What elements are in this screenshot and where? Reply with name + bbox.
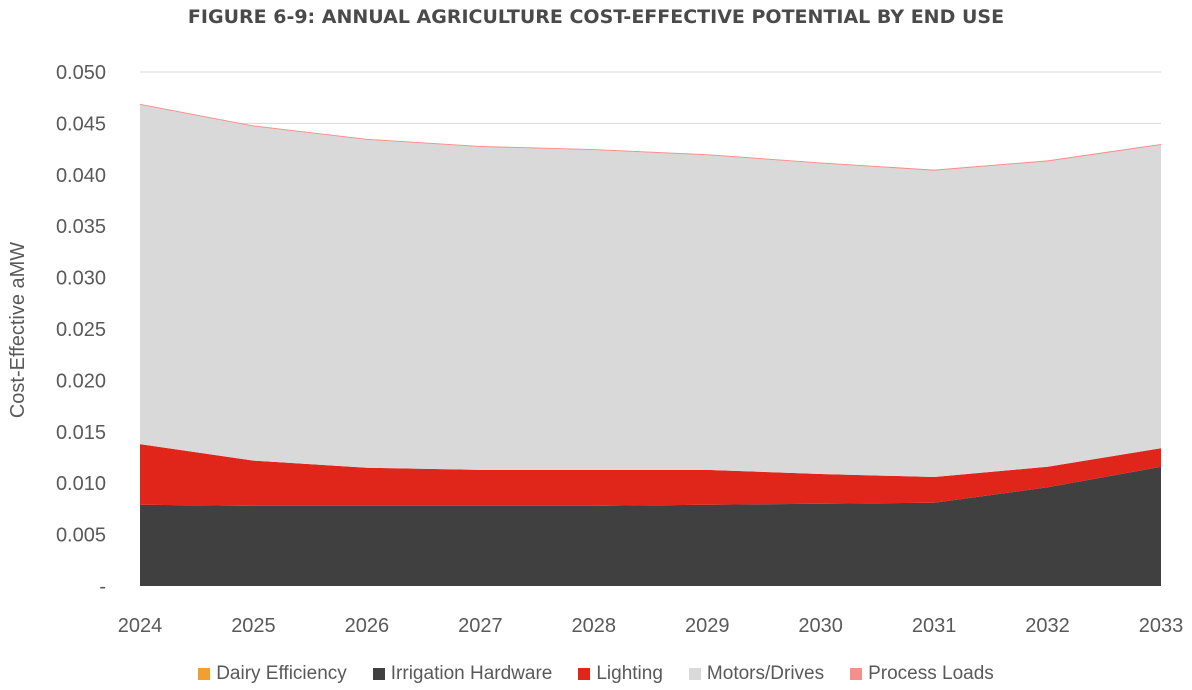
legend-label: Process Loads [868, 663, 994, 684]
x-tick-label: 2026 [345, 615, 390, 637]
legend-label: Lighting [596, 663, 663, 684]
area-lighting [140, 444, 1161, 506]
x-axis-ticks: 2024 2025 2026 2027 2028 2029 2030 2031 2032 2033 [118, 615, 1184, 637]
legend-item: Process Loads [850, 663, 994, 685]
legend-swatch [372, 668, 385, 680]
legend-label: Motors/Drives [706, 663, 825, 684]
legend: Dairy Efficiency Irrigation Hardware Light… [0, 663, 1192, 685]
legend-label: Dairy Efficiency [216, 663, 347, 684]
x-tick-label: 2032 [1025, 615, 1070, 637]
x-tick-label: 2029 [685, 615, 730, 637]
legend-swatch [578, 668, 591, 680]
legend-label: Irrigation Hardware [390, 663, 553, 684]
x-tick-label: 2025 [231, 615, 276, 637]
y-tick-label: 0.025 [56, 319, 106, 341]
x-tick-label: 2027 [458, 615, 503, 637]
legend-swatch [688, 668, 701, 680]
chart-title: FIGURE 6-9: ANNUAL AGRICULTURE COST-EFFE… [187, 6, 1005, 28]
y-tick-label: 0.005 [56, 525, 106, 547]
y-tick-label: 0.045 [56, 113, 106, 135]
legend-item: Dairy Efficiency [198, 663, 347, 685]
y-tick-label: 0.030 [56, 268, 106, 290]
y-tick-label: 0.020 [56, 370, 106, 392]
y-tick-label: - [99, 576, 106, 598]
x-tick-label: 2030 [798, 615, 843, 637]
y-tick-label: 0.050 [56, 62, 106, 84]
x-tick-label: 2033 [1139, 615, 1184, 637]
y-tick-label: 0.010 [56, 473, 106, 495]
y-tick-label: 0.040 [56, 165, 106, 187]
legend-swatch [198, 668, 211, 680]
chart-plot: - 0.005 0.010 0.015 0.020 0.025 0.030 0.035 0.04… [7, 62, 1184, 637]
x-tick-label: 2028 [572, 615, 617, 637]
area-motors-drives [140, 104, 1161, 478]
legend-item: Irrigation Hardware [372, 663, 553, 685]
y-tick-label: 0.035 [56, 216, 106, 238]
y-axis-title: Cost-Effective aMW [7, 242, 29, 418]
stacked-areas [140, 103, 1161, 586]
area-irrigation-hardware [140, 466, 1161, 586]
y-axis-ticks: - 0.005 0.010 0.015 0.020 0.025 0.030 0.035 0.04… [56, 62, 106, 598]
legend-item: Lighting [578, 663, 663, 685]
y-tick-label: 0.015 [56, 422, 106, 444]
x-tick-label: 2031 [912, 615, 957, 637]
legend-swatch [850, 668, 863, 680]
x-tick-label: 2024 [118, 615, 163, 637]
legend-item: Motors/Drives [688, 663, 825, 685]
